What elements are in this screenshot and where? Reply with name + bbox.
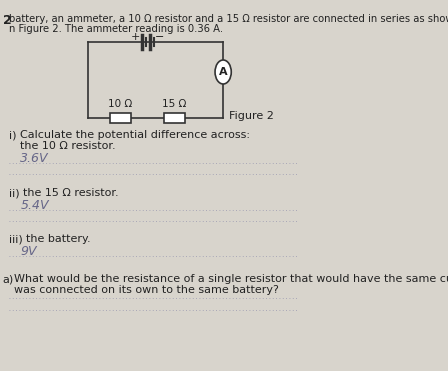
Text: 5.4V: 5.4V bbox=[20, 199, 49, 212]
Text: battery, an ammeter, a 10 Ω resistor and a 15 Ω resistor are connected in series: battery, an ammeter, a 10 Ω resistor and… bbox=[9, 14, 448, 24]
Text: What would be the resistance of a single resistor that would have the same curre: What would be the resistance of a single… bbox=[13, 274, 448, 284]
Circle shape bbox=[215, 60, 231, 84]
Text: −: − bbox=[155, 32, 164, 42]
Text: 10 Ω: 10 Ω bbox=[108, 99, 133, 109]
Text: +: + bbox=[130, 32, 140, 42]
Text: was connected on its own to the same battery?: was connected on its own to the same bat… bbox=[13, 285, 278, 295]
Text: 3.6V: 3.6V bbox=[20, 152, 49, 165]
Text: a): a) bbox=[3, 274, 14, 284]
Text: the 15 Ω resistor.: the 15 Ω resistor. bbox=[23, 188, 119, 198]
Text: Calculate the potential difference across:: Calculate the potential difference acros… bbox=[20, 130, 250, 140]
Text: 2: 2 bbox=[3, 14, 12, 27]
Text: the 10 Ω resistor.: the 10 Ω resistor. bbox=[20, 141, 116, 151]
Text: iii): iii) bbox=[9, 234, 23, 244]
Text: n Figure 2. The ammeter reading is 0.36 A.: n Figure 2. The ammeter reading is 0.36 … bbox=[9, 24, 224, 34]
Bar bbox=[164, 113, 185, 123]
Text: ii): ii) bbox=[9, 188, 20, 198]
Text: Figure 2: Figure 2 bbox=[228, 111, 273, 121]
Text: the battery.: the battery. bbox=[26, 234, 90, 244]
Text: A: A bbox=[219, 67, 228, 77]
Text: 9V: 9V bbox=[20, 245, 37, 258]
Text: i): i) bbox=[9, 130, 17, 140]
Bar bbox=[110, 113, 131, 123]
Text: 15 Ω: 15 Ω bbox=[162, 99, 187, 109]
